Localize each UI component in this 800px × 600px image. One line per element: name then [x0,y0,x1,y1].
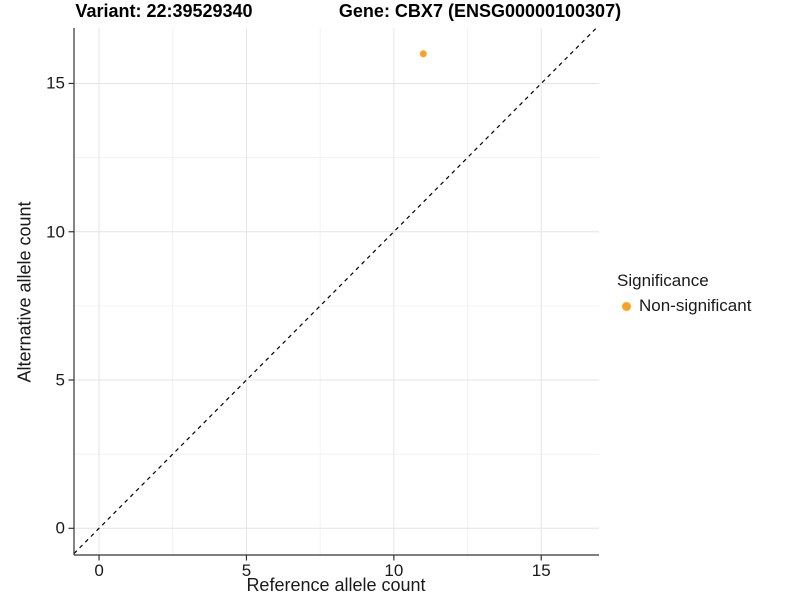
legend-key [617,301,635,311]
y-axis-title: Alternative allele count [14,201,35,383]
y-tick-label: 5 [55,370,65,390]
x-tick-label: 15 [531,561,551,580]
legend-title: Significance [617,271,709,290]
x-tick-label: 0 [94,561,104,580]
x-tick-label: 10 [384,561,404,580]
legend-point-icon [621,301,631,311]
x-axis-title: Reference allele count [246,575,426,595]
plot-title-variant: Variant: 22:39529340 [75,1,253,21]
legend: Significance Non-significant [617,271,751,316]
legend-item-label: Non-significant [639,296,752,315]
identity-reference-line [73,27,597,554]
y-tick-label: 0 [55,518,65,538]
data-point [419,50,427,58]
x-tick-label: 5 [241,561,252,580]
legend-item: Non-significant [617,296,751,316]
y-tick-label: 15 [46,73,65,93]
plot-title-gene: Gene: CBX7 (ENSG00000100307) [338,1,622,21]
y-tick-label: 10 [46,222,65,242]
